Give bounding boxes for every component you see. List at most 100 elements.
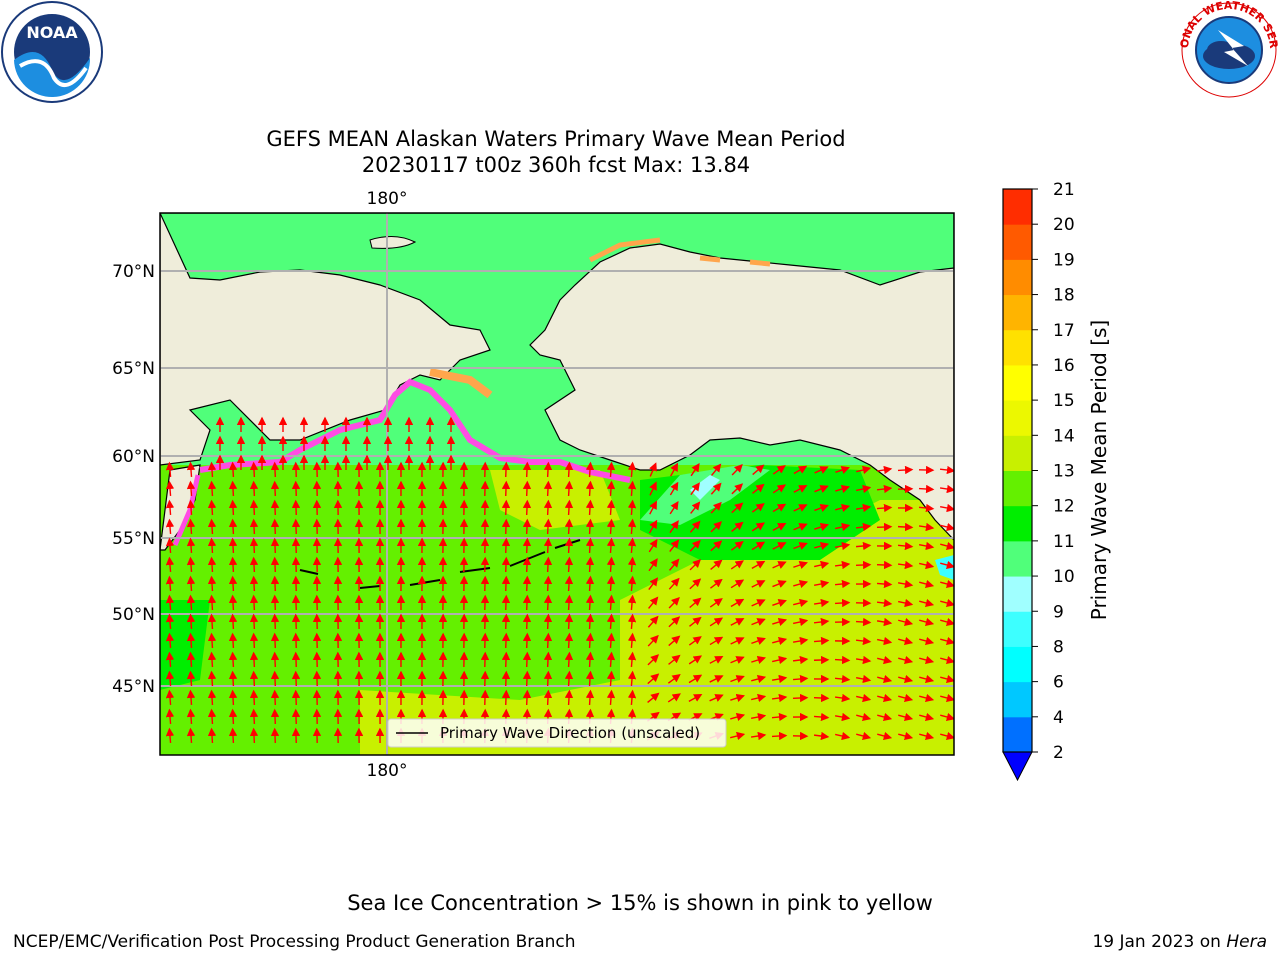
wave-arrow bbox=[501, 670, 511, 687]
wave-arrow bbox=[165, 518, 175, 535]
wave-arrow bbox=[668, 616, 681, 628]
wave-arrow bbox=[877, 636, 893, 646]
wave-arrow bbox=[249, 556, 259, 573]
wave-arrow bbox=[647, 615, 659, 628]
wave-arrow bbox=[627, 613, 637, 630]
wave-arrow bbox=[731, 502, 744, 514]
wave-arrow bbox=[501, 613, 511, 630]
wave-arrow bbox=[814, 466, 829, 474]
wave-arrow bbox=[897, 465, 914, 475]
colorbar-tick-label: 8 bbox=[1053, 637, 1064, 657]
wave-arrow bbox=[649, 500, 657, 515]
footer-credit: NCEP/EMC/Verification Post Processing Pr… bbox=[13, 932, 576, 952]
wave-arrow bbox=[291, 613, 301, 630]
wave-arrow bbox=[522, 499, 532, 516]
colorbar-swatch bbox=[1003, 470, 1032, 507]
noaa-logo: NOAA bbox=[1, 1, 103, 103]
wave-arrow bbox=[919, 579, 935, 589]
colorbar-tick-label: 17 bbox=[1053, 321, 1075, 341]
wave-arrow bbox=[855, 655, 872, 665]
wave-arrow bbox=[564, 518, 574, 535]
wave-arrow bbox=[291, 708, 301, 725]
wave-arrow bbox=[751, 503, 765, 513]
wave-arrow bbox=[730, 731, 746, 741]
wave-arrow bbox=[940, 541, 954, 551]
wave-arrow bbox=[207, 480, 217, 497]
wave-arrow bbox=[940, 598, 954, 608]
wave-arrow bbox=[522, 689, 532, 706]
wave-arrow bbox=[291, 556, 301, 573]
wave-arrow bbox=[689, 559, 701, 571]
wave-arrow bbox=[919, 617, 935, 627]
wave-arrow bbox=[919, 560, 935, 570]
wave-arrow bbox=[501, 689, 511, 706]
wave-arrow bbox=[710, 559, 723, 571]
wave-arrow bbox=[627, 461, 637, 478]
wave-arrow bbox=[564, 689, 574, 706]
wave-arrow bbox=[270, 518, 280, 535]
wave-arrow bbox=[627, 651, 637, 668]
wave-arrow bbox=[585, 461, 595, 478]
wave-arrow bbox=[792, 655, 809, 665]
wave-arrow bbox=[856, 731, 872, 741]
wave-arrow bbox=[501, 499, 511, 516]
wave-arrow bbox=[940, 712, 954, 722]
wave-arrow bbox=[207, 575, 217, 592]
wave-arrow bbox=[228, 480, 238, 497]
wave-arrow bbox=[606, 651, 616, 668]
wave-arrow bbox=[835, 503, 851, 513]
wave-arrow bbox=[627, 480, 637, 497]
wave-arrow bbox=[813, 636, 830, 646]
wave-arrow bbox=[730, 712, 746, 722]
wave-arrow bbox=[792, 674, 809, 684]
wave-arrow bbox=[165, 556, 175, 573]
lat-label-60: 60°N bbox=[112, 447, 155, 467]
wave-arrow bbox=[165, 499, 175, 516]
wave-arrow bbox=[752, 483, 765, 494]
wave-arrow bbox=[186, 613, 196, 630]
wave-arrow bbox=[606, 556, 616, 573]
wave-arrow bbox=[165, 480, 175, 497]
wave-arrow bbox=[814, 485, 829, 493]
wave-arrow bbox=[649, 462, 657, 477]
wave-arrow bbox=[940, 731, 954, 741]
wave-arrow bbox=[690, 501, 701, 514]
wave-arrow bbox=[834, 712, 851, 722]
wave-arrow bbox=[876, 522, 893, 532]
wave-arrow bbox=[688, 655, 703, 665]
wave-arrow bbox=[249, 651, 259, 668]
wave-arrow bbox=[855, 560, 872, 570]
legend-label: Primary Wave Direction (unscaled) bbox=[440, 724, 700, 742]
wave-arrow bbox=[270, 689, 280, 706]
wave-arrow bbox=[730, 540, 744, 551]
wave-arrow bbox=[751, 618, 766, 626]
chart-subtitle: 20230117 t00z 360h fcst Max: 13.84 bbox=[361, 153, 751, 177]
wave-arrow bbox=[730, 656, 745, 664]
wave-arrow bbox=[186, 461, 196, 478]
wave-arrow bbox=[627, 689, 637, 706]
wave-arrow bbox=[814, 541, 830, 551]
colorbar-tick-label: 2 bbox=[1053, 743, 1064, 763]
wave-arrow bbox=[165, 670, 175, 687]
wave-arrow bbox=[291, 537, 301, 554]
wave-arrow bbox=[772, 523, 787, 531]
wave-arrow bbox=[249, 537, 259, 554]
wave-arrow bbox=[606, 461, 616, 478]
wave-arrow bbox=[730, 675, 745, 683]
wave-arrow bbox=[772, 580, 787, 588]
wave-arrow bbox=[710, 482, 722, 495]
wave-arrow bbox=[793, 542, 808, 550]
wave-arrow bbox=[606, 480, 616, 497]
wave-arrow bbox=[165, 689, 175, 706]
wave-arrow bbox=[249, 518, 259, 535]
wave-arrow bbox=[898, 617, 914, 627]
wave-arrow bbox=[669, 539, 680, 552]
wave-arrow bbox=[564, 461, 574, 478]
wave-arrow bbox=[876, 579, 893, 589]
wave-arrow bbox=[918, 484, 935, 494]
wave-arrow bbox=[543, 556, 553, 573]
wave-arrow bbox=[731, 463, 743, 476]
wave-arrow bbox=[228, 499, 238, 516]
wave-arrow bbox=[501, 537, 511, 554]
wave-arrow bbox=[647, 692, 660, 703]
